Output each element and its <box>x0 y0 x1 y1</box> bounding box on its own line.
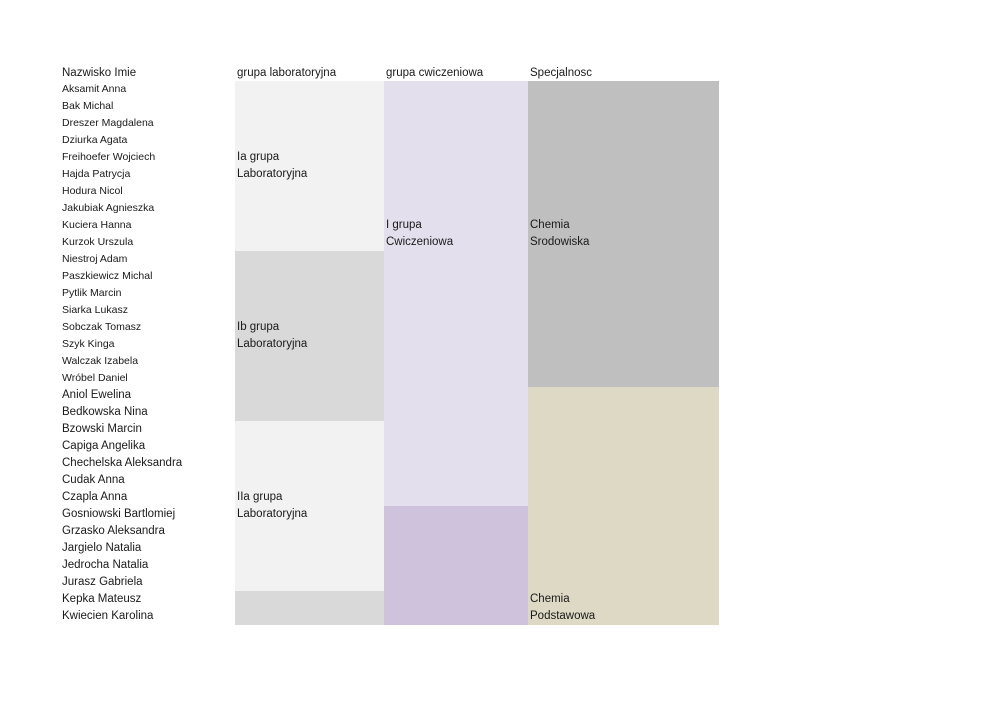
student-name: Hodura Nicol <box>62 185 123 197</box>
header-specialty: Specjalnosc <box>530 67 593 79</box>
student-name: Aniol Ewelina <box>62 389 132 401</box>
student-name: Kepka Mateusz <box>62 593 142 605</box>
header-name: Nazwisko Imie <box>62 67 137 79</box>
student-name: Szyk Kinga <box>62 338 115 350</box>
student-name: Capiga Angelika <box>62 440 146 452</box>
student-name: Walczak Izabela <box>62 355 139 367</box>
student-name: Niestroj Adam <box>62 253 128 265</box>
student-name: Dreszer Magdalena <box>62 117 154 129</box>
student-name: Jedrocha Natalia <box>62 559 149 571</box>
lab-group-ia-block <box>235 81 384 251</box>
student-name: Freihoefer Wojciech <box>62 151 156 163</box>
student-name: Jargielo Natalia <box>62 542 142 554</box>
student-name: Jurasz Gabriela <box>62 576 143 588</box>
specialty-srodowiska-line2: Srodowiska <box>530 236 590 248</box>
lab-group-ib-line2: Laboratoryjna <box>237 338 308 350</box>
student-name: Sobczak Tomasz <box>62 321 142 333</box>
lab-group-iia-block <box>235 421 384 591</box>
header-exercise-group: grupa cwiczeniowa <box>386 67 484 79</box>
exercise-group-i-line2: Cwiczeniowa <box>386 236 454 248</box>
student-name: Wróbel Daniel <box>62 372 128 384</box>
student-name: Bzowski Marcin <box>62 423 142 435</box>
student-name: Kwiecien Karolina <box>62 610 154 622</box>
exercise-group-extra-block <box>384 506 528 625</box>
specialty-srodowiska-block <box>528 81 719 387</box>
student-name: Grzasko Aleksandra <box>62 525 165 537</box>
student-name: Kuciera Hanna <box>62 219 132 231</box>
student-name: Paszkiewicz Michal <box>62 270 153 282</box>
exercise-group-i-block <box>384 81 528 506</box>
lab-group-ib-line1: Ib grupa <box>237 321 280 333</box>
lab-group-iia-line2: Laboratoryjna <box>237 508 308 520</box>
student-name: Cudak Anna <box>62 474 125 486</box>
student-name: Hajda Patrycja <box>62 168 131 180</box>
specialty-srodowiska-line1: Chemia <box>530 219 570 231</box>
header-lab-group: grupa laboratoryjna <box>237 67 337 79</box>
student-name: Siarka Lukasz <box>62 304 128 316</box>
student-name: Czapla Anna <box>62 491 128 503</box>
student-name: Bak Michal <box>62 100 114 112</box>
student-name: Jakubiak Agnieszka <box>62 202 155 214</box>
specialty-podstawowa-line2: Podstawowa <box>530 610 596 622</box>
student-name: Kurzok Urszula <box>62 236 134 248</box>
student-name: Dziurka Agata <box>62 134 128 146</box>
lab-group-iia-line1: IIa grupa <box>237 491 283 503</box>
lab-group-ib-block <box>235 251 384 421</box>
lab-group-ia-line1: Ia grupa <box>237 151 280 163</box>
student-name: Chechelska Aleksandra <box>62 457 183 469</box>
lab-group-extra-block <box>235 591 384 625</box>
specialty-podstawowa-line1: Chemia <box>530 593 570 605</box>
student-name: Gosniowski Bartlomiej <box>62 508 176 520</box>
lab-group-ia-line2: Laboratoryjna <box>237 168 308 180</box>
student-name: Bedkowska Nina <box>62 406 148 418</box>
specialty-podstawowa-block <box>528 387 719 625</box>
exercise-group-i-line1: I grupa <box>386 219 422 231</box>
student-name: Aksamit Anna <box>62 83 127 95</box>
student-name: Pytlik Marcin <box>62 287 122 299</box>
